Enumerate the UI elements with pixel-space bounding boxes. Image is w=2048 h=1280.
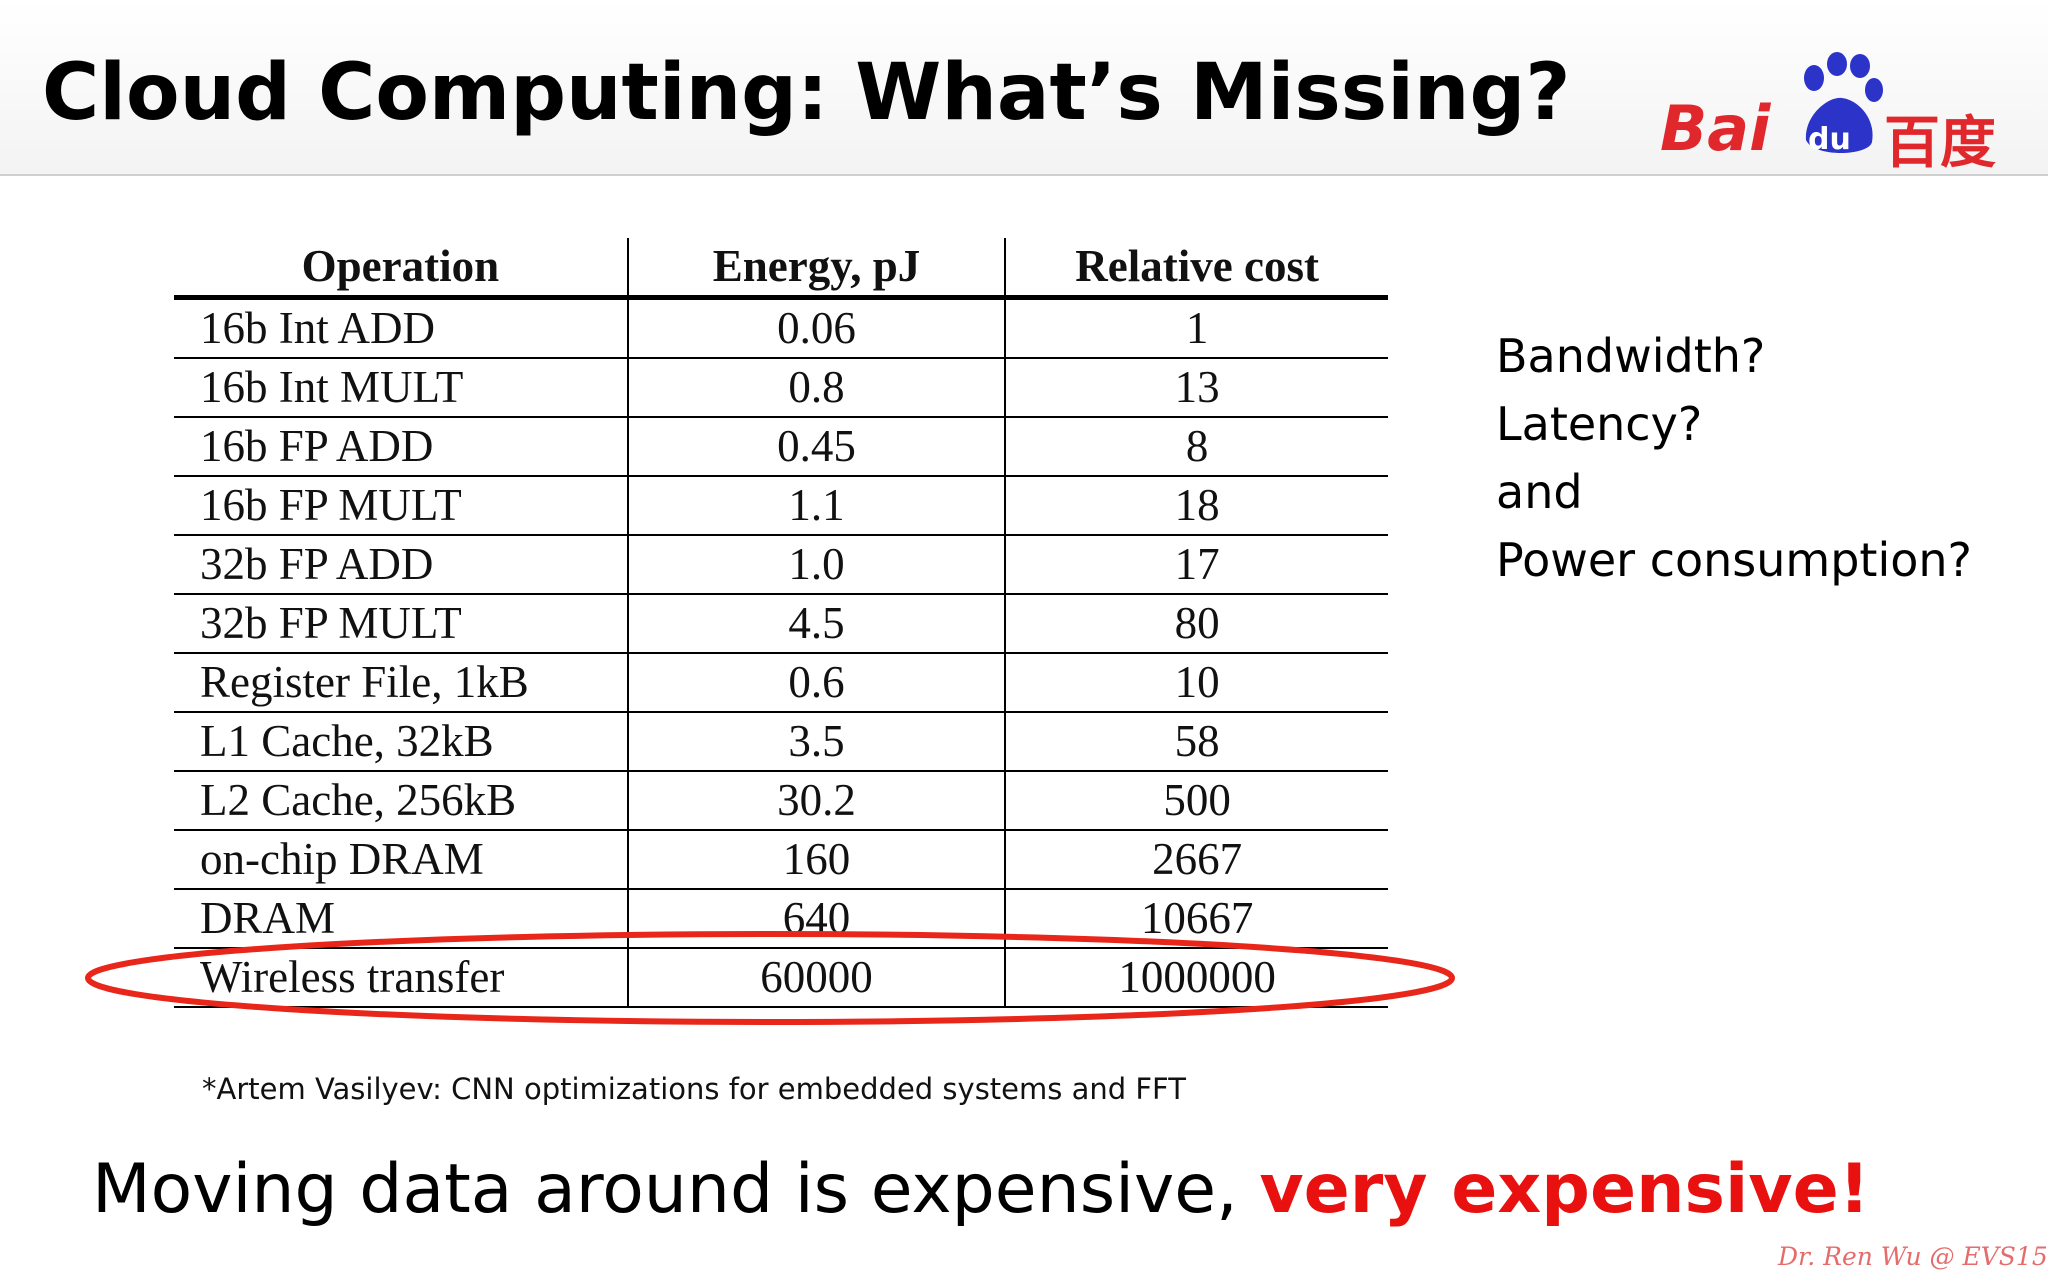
conclusion-emphasis: very expensive!: [1259, 1150, 1870, 1229]
slide-title: Cloud Computing: What’s Missing?: [42, 48, 1571, 138]
table-row: L2 Cache, 256kB 30.2 500: [174, 771, 1388, 831]
header-operation: Operation: [174, 238, 629, 300]
relative-cost-cell: 58: [1005, 712, 1388, 772]
operation-cell: L2 Cache, 256kB: [174, 771, 629, 831]
operation-cell: 16b FP MULT: [174, 476, 629, 536]
energy-cell: 0.6: [627, 653, 1007, 713]
operation-cell: 16b Int MULT: [174, 358, 629, 418]
table-row: L1 Cache, 32kB 3.5 58: [174, 712, 1388, 772]
paw-icon: [1804, 52, 1883, 153]
question-list: Bandwidth? Latency? and Power consumptio…: [1496, 322, 1972, 594]
table-row: Register File, 1kB 0.6 10: [174, 653, 1388, 713]
relative-cost-cell: 18: [1005, 476, 1388, 536]
energy-cell: 0.06: [627, 297, 1007, 359]
relative-cost-cell: 10: [1005, 653, 1388, 713]
table-row-highlighted: Wireless transfer 60000 1000000: [174, 948, 1388, 1008]
energy-cell: 160: [627, 830, 1007, 890]
relative-cost-cell: 80: [1005, 594, 1388, 654]
operation-cell: Register File, 1kB: [174, 653, 629, 713]
logo-chinese-text: 百度: [1884, 111, 1996, 176]
table-row: 16b FP MULT 1.1 18: [174, 476, 1388, 536]
table-header-row: Operation Energy, pJ Relative cost: [174, 238, 1388, 300]
operation-cell: DRAM: [174, 889, 629, 949]
slide-header: Cloud Computing: What’s Missing? Bai du …: [0, 0, 2048, 176]
energy-cell: 1.0: [627, 535, 1007, 595]
baidu-logo: Bai du 百度: [1660, 52, 2010, 176]
relative-cost-cell: 8: [1005, 417, 1388, 477]
table-row: on-chip DRAM 160 2667: [174, 830, 1388, 890]
relative-cost-cell: 1: [1005, 297, 1388, 359]
header-energy: Energy, pJ: [627, 238, 1007, 300]
conclusion: Moving data around is expensive, very ex…: [92, 1150, 1870, 1229]
question-power: Power consumption?: [1496, 533, 1972, 587]
energy-cost-table: Operation Energy, pJ Relative cost 16b I…: [174, 238, 1388, 1008]
energy-cell: 0.8: [627, 358, 1007, 418]
question-latency: Latency?: [1496, 397, 1703, 451]
table-row: 16b FP ADD 0.45 8: [174, 417, 1388, 477]
operation-cell: L1 Cache, 32kB: [174, 712, 629, 772]
energy-cell: 4.5: [627, 594, 1007, 654]
table-row: 32b FP MULT 4.5 80: [174, 594, 1388, 654]
question-and: and: [1496, 465, 1583, 519]
table-row: 16b Int ADD 0.06 1: [174, 297, 1388, 359]
energy-cell: 30.2: [627, 771, 1007, 831]
citation: *Artem Vasilyev: CNN optimizations for e…: [202, 1072, 1186, 1106]
energy-cell: 60000: [627, 948, 1007, 1008]
table-row: 16b Int MULT 0.8 13: [174, 358, 1388, 418]
operation-cell: 32b FP MULT: [174, 594, 629, 654]
relative-cost-cell: 10667: [1005, 889, 1388, 949]
operation-cell: Wireless transfer: [174, 948, 629, 1008]
conclusion-normal: Moving data around is expensive,: [92, 1150, 1260, 1229]
table-row: DRAM 640 10667: [174, 889, 1388, 949]
operation-cell: 32b FP ADD: [174, 535, 629, 595]
table-row: 32b FP ADD 1.0 17: [174, 535, 1388, 595]
operation-cell: 16b FP ADD: [174, 417, 629, 477]
energy-cell: 3.5: [627, 712, 1007, 772]
energy-cell: 640: [627, 889, 1007, 949]
energy-cell: 1.1: [627, 476, 1007, 536]
logo-du-text: du: [1808, 122, 1851, 157]
relative-cost-cell: 17: [1005, 535, 1388, 595]
question-bandwidth: Bandwidth?: [1496, 329, 1766, 383]
energy-cell: 0.45: [627, 417, 1007, 477]
relative-cost-cell: 1000000: [1005, 948, 1388, 1008]
footer-credit: Dr. Ren Wu @ EVS15: [1778, 1242, 2048, 1271]
relative-cost-cell: 13: [1005, 358, 1388, 418]
operation-cell: 16b Int ADD: [174, 297, 629, 359]
relative-cost-cell: 2667: [1005, 830, 1388, 890]
relative-cost-cell: 500: [1005, 771, 1388, 831]
logo-latin-text: Bai: [1660, 92, 1771, 165]
operation-cell: on-chip DRAM: [174, 830, 629, 890]
header-relative-cost: Relative cost: [1005, 238, 1388, 300]
